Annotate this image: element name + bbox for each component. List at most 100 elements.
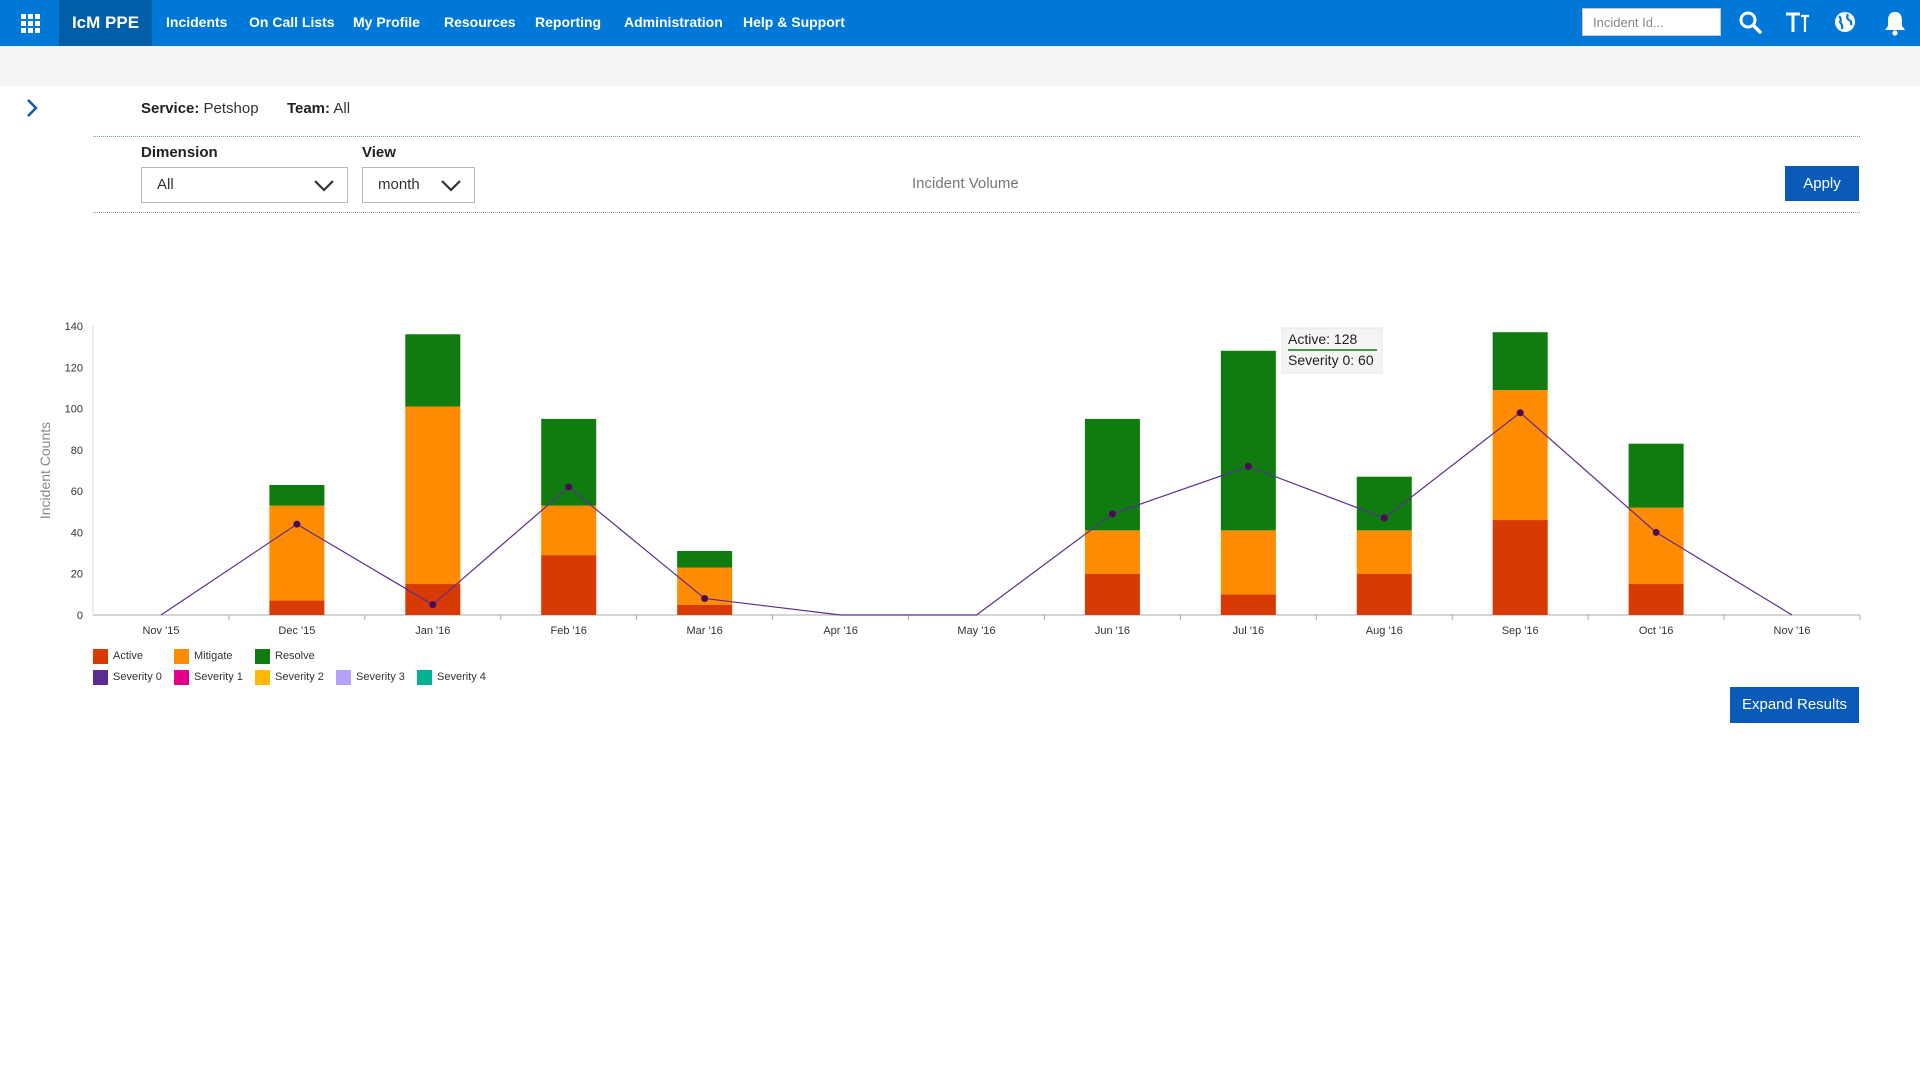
point-severity-0-9: [1380, 514, 1388, 522]
x-tick-label: Feb '16: [551, 625, 587, 637]
bar-resolve-4: [677, 551, 733, 568]
nav-help-support[interactable]: Help & Support: [743, 14, 845, 30]
bar-mitigate-2: [405, 406, 461, 585]
bar-active-9: [1356, 573, 1412, 615]
chevron-down-icon: [441, 180, 461, 192]
y-tick-label: 80: [71, 445, 83, 457]
legend-label: Severity 0: [113, 671, 162, 683]
bar-mitigate-9: [1356, 530, 1412, 574]
y-axis-label: Incident Counts: [37, 422, 53, 519]
incident-id-input[interactable]: [1582, 8, 1721, 36]
bar-mitigate-11: [1628, 507, 1684, 585]
y-tick-label: 100: [65, 404, 83, 416]
view-select[interactable]: month: [362, 167, 475, 203]
x-tick-label: Jul '16: [1233, 625, 1264, 637]
bar-resolve-11: [1628, 443, 1684, 508]
sub-toolbar: [0, 46, 1920, 86]
text-size-icon[interactable]: [1783, 8, 1813, 38]
view-value: month: [378, 176, 420, 193]
dimension-label: Dimension: [141, 144, 218, 161]
y-tick-label: 20: [71, 569, 83, 581]
globe-icon[interactable]: [1830, 8, 1860, 38]
dimension-select[interactable]: All: [141, 167, 348, 203]
legend-label: Active: [113, 650, 143, 662]
legend-label: Severity 1: [194, 671, 243, 683]
legend-label: Severity 4: [437, 671, 486, 683]
y-tick-label: 60: [71, 486, 83, 498]
team-value: All: [333, 100, 351, 117]
legend-swatch: [255, 649, 270, 664]
chart-title: Incident Volume: [912, 175, 1019, 192]
point-severity-0-10: [1516, 409, 1524, 417]
bell-icon[interactable]: [1880, 8, 1910, 38]
x-tick-label: Nov '16: [1774, 625, 1811, 637]
y-tick-label: 140: [65, 321, 83, 333]
x-tick-label: Dec '15: [278, 625, 315, 637]
bar-active-10: [1492, 520, 1548, 615]
search-icon[interactable]: [1736, 8, 1766, 38]
legend-swatch: [93, 649, 108, 664]
x-tick-label: Sep '16: [1502, 625, 1539, 637]
point-severity-0-3: [565, 483, 573, 491]
bar-mitigate-7: [1084, 530, 1140, 574]
apply-button[interactable]: Apply: [1785, 166, 1859, 201]
chevron-right-icon[interactable]: [22, 96, 42, 120]
dimension-value: All: [157, 176, 174, 193]
legend-swatch: [174, 649, 189, 664]
chevron-down-icon: [314, 180, 334, 192]
y-tick-label: 0: [77, 610, 83, 622]
divider-top: [93, 136, 1860, 137]
legend-swatch: [336, 670, 351, 685]
nav-resources[interactable]: Resources: [444, 14, 516, 30]
bar-resolve-1: [269, 484, 325, 506]
x-tick-label: Jun '16: [1095, 625, 1130, 637]
nav-reporting[interactable]: Reporting: [535, 14, 602, 30]
nav-administration[interactable]: Administration: [624, 14, 723, 30]
bar-resolve-3: [541, 418, 597, 506]
y-tick-label: 40: [71, 527, 83, 539]
point-severity-0-1: [293, 520, 301, 528]
nav-incidents[interactable]: Incidents: [166, 14, 228, 30]
brand-title[interactable]: IcM PPE: [59, 0, 152, 46]
y-tick-label: 120: [65, 362, 83, 374]
bar-resolve-8: [1220, 350, 1276, 531]
nav-my-profile[interactable]: My Profile: [353, 14, 420, 30]
x-tick-label: May '16: [957, 625, 995, 637]
bar-active-4: [677, 604, 733, 615]
bar-active-1: [269, 600, 325, 615]
bar-resolve-2: [405, 334, 461, 407]
bar-active-11: [1628, 584, 1684, 615]
legend-label: Severity 2: [275, 671, 324, 683]
waffle-icon[interactable]: [0, 0, 59, 46]
legend-swatch: [93, 670, 108, 685]
legend-label: Severity 3: [356, 671, 405, 683]
x-tick-label: Oct '16: [1639, 625, 1674, 637]
bar-active-7: [1084, 573, 1140, 615]
point-severity-0-4: [701, 594, 709, 602]
point-severity-0-11: [1652, 528, 1660, 536]
bar-mitigate-1: [269, 505, 325, 601]
point-severity-0-2: [429, 601, 437, 609]
tooltip-line-severity: Severity 0: 60: [1288, 352, 1374, 368]
legend-swatch: [255, 670, 270, 685]
bar-mitigate-8: [1220, 530, 1276, 595]
top-nav-bar: IcM PPE Incidents On Call Lists My Profi…: [0, 0, 1920, 46]
legend-swatch: [174, 670, 189, 685]
service-label: Service:: [141, 100, 200, 117]
bar-resolve-10: [1492, 332, 1548, 390]
x-tick-label: Mar '16: [686, 625, 722, 637]
incident-volume-chart: Incident Counts 0 20 40 60 80 100 120 140 Nov '15…: [37, 321, 1861, 637]
legend-swatch: [417, 670, 432, 685]
tooltip-line-active: Active: 128: [1288, 331, 1357, 347]
x-tick-label: Jan '16: [415, 625, 450, 637]
expand-results-button[interactable]: Expand Results: [1730, 687, 1859, 723]
team-label: Team:: [286, 100, 331, 117]
nav-on-call-lists[interactable]: On Call Lists: [249, 14, 335, 30]
bar-active-3: [541, 555, 597, 615]
service-context: Service: Petshop Team: All: [141, 100, 350, 117]
legend-label: Resolve: [275, 650, 315, 662]
point-severity-0-7: [1108, 510, 1116, 518]
x-tick-label: Apr '16: [823, 625, 858, 637]
bar-active-8: [1220, 594, 1276, 615]
view-label: View: [362, 144, 396, 161]
